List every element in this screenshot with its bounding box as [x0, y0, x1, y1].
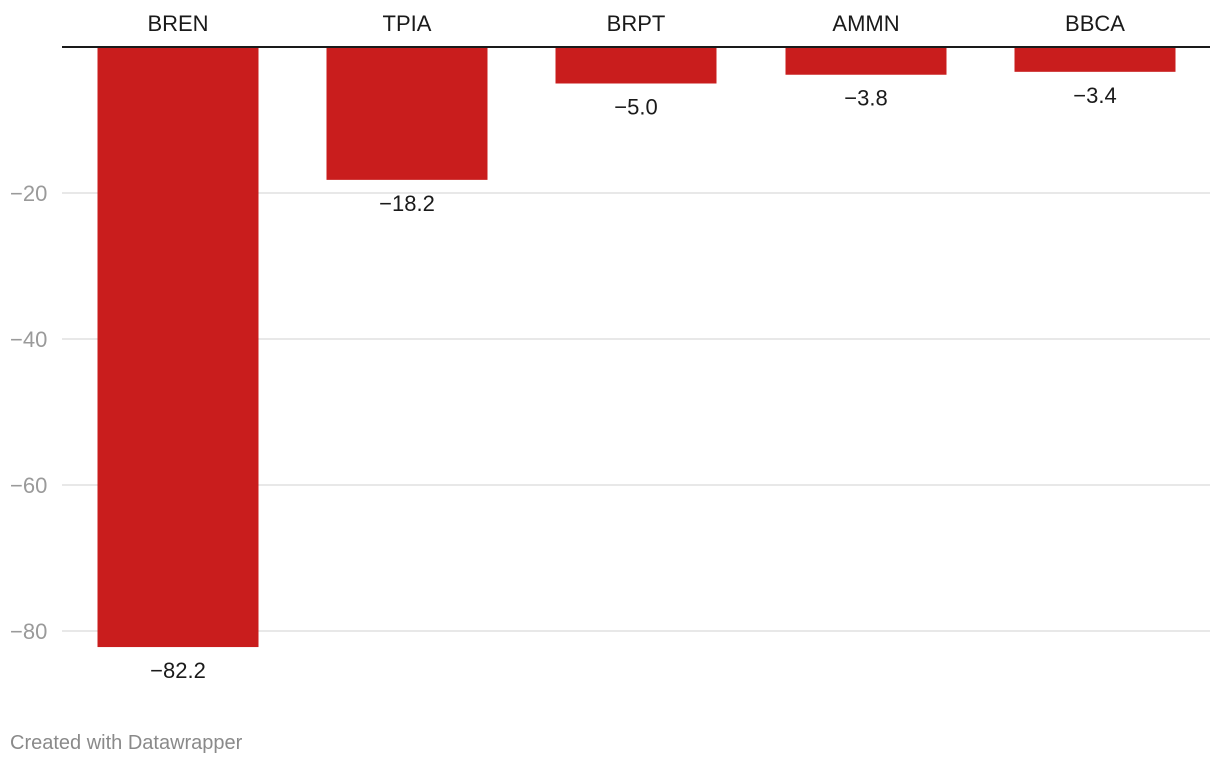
value-label: −18.2	[379, 191, 435, 216]
value-label: −82.2	[150, 658, 206, 683]
labels: −20 −40 −60 −80 −82.2 BREN −18.2 TPIA −5.0 BRPT −3…	[10, 11, 1210, 683]
category-label: TPIA	[383, 11, 432, 36]
category-label: BREN	[147, 11, 208, 36]
category-label: AMMN	[832, 11, 899, 36]
credit-text: Created with Datawrapper	[10, 732, 243, 754]
category-label: BBCA	[1065, 11, 1125, 36]
y-tick-label: −80	[10, 619, 47, 644]
bar	[326, 47, 488, 180]
value-label: −3.8	[844, 86, 887, 111]
value-label: −5.0	[614, 95, 657, 120]
y-tick-label: −40	[10, 327, 47, 352]
bar	[555, 47, 717, 84]
y-tick-label: −60	[10, 473, 47, 498]
y-tick-label: −20	[10, 181, 47, 206]
category-label: BRPT	[607, 11, 666, 36]
bars	[97, 47, 1176, 648]
bar	[785, 47, 947, 75]
bar	[97, 47, 259, 648]
value-label: −3.4	[1073, 83, 1116, 108]
bar	[1014, 47, 1176, 72]
